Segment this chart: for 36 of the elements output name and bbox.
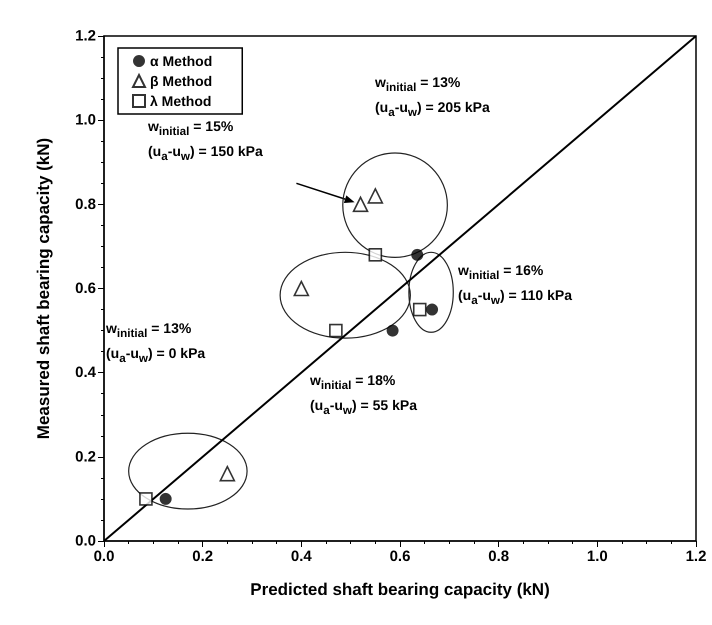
point xyxy=(220,466,236,482)
legend-label: λ Method xyxy=(150,93,212,109)
text: w$_{initial}$ = 16% (u$_{a}$-u$_{w}$) = 110 kPa xyxy=(458,262,572,307)
x-tick-label: 1.2 xyxy=(686,548,706,565)
x-tick-label: 0.4 xyxy=(290,548,312,565)
y-tick-label: 0.8 xyxy=(75,196,96,213)
text: w$_{initial}$ = 15% (u$_{a}$-u$_{w}$) = 150 kPa xyxy=(148,118,263,163)
y-tick-label: 0.2 xyxy=(75,448,96,466)
x-tick-label: 0.6 xyxy=(390,548,410,565)
point xyxy=(412,302,427,316)
point xyxy=(411,248,424,261)
y-tick-label: 1.2 xyxy=(75,28,96,44)
point xyxy=(352,196,368,212)
point xyxy=(386,324,399,337)
x-tick-label: 0.8 xyxy=(488,548,510,565)
text: w$_{initial}$ = 13% (u$_{a}$-u$_{w}$) = 205 kPa xyxy=(375,74,490,119)
point xyxy=(426,304,438,316)
point xyxy=(294,280,310,296)
x-tick-label: 0.0 xyxy=(94,548,114,565)
text: w$_{initial}$ = 13% (u$_{a}$-u$_{w}$) = 0 kPa xyxy=(106,320,206,365)
y-tick-label: 0.4 xyxy=(75,364,97,382)
y-tick-label: 0.6 xyxy=(75,280,96,297)
y-tick-label: 1.0 xyxy=(75,112,96,129)
x-tick-label: 1.0 xyxy=(586,548,608,565)
point xyxy=(368,248,382,262)
legend-label: β Method xyxy=(150,73,212,89)
x-tick-label: 0.2 xyxy=(192,548,214,565)
y-tick-label: 0.0 xyxy=(75,532,96,550)
point xyxy=(368,188,384,204)
point xyxy=(160,492,172,505)
point xyxy=(329,324,343,338)
x-axis-title: Predicted shaft bearing capacity (kN) xyxy=(250,580,550,599)
y-axis-title: Measured shaft bearing capacity (kN) xyxy=(34,138,53,440)
text: w$_{initial}$ = 18% (u$_{a}$-u$_{w}$) = 55 kPa xyxy=(310,372,417,417)
point xyxy=(139,492,153,506)
legend-label: α Method xyxy=(150,53,212,69)
